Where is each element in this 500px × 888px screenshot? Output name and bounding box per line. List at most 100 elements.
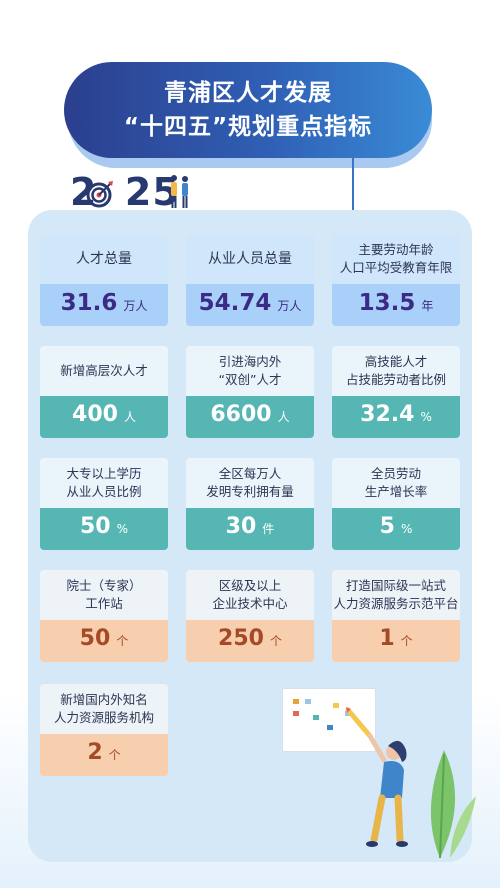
card-value: 5 <box>379 514 395 539</box>
card-label-line: 人才总量 <box>76 251 132 267</box>
card-label: 高技能人才占技能劳动者比例 <box>332 346 460 396</box>
indicator-card: 新增高层次人才 400 人 <box>40 346 168 438</box>
indicator-card: 引进海内外 “双创”人才 6600 人 <box>186 346 314 438</box>
people-icon <box>171 175 188 208</box>
card-unit: 万人 <box>123 299 148 313</box>
card-value-band: 50 个 <box>40 620 168 662</box>
leaf-plant-icon <box>430 750 476 859</box>
card-value: 32.4 <box>360 402 415 427</box>
card-label: 从业人员总量 <box>186 234 314 284</box>
card-value: 31.6 <box>60 290 118 316</box>
card-label: 主要劳动年龄人口平均受教育年限 <box>332 234 460 284</box>
woman-painting-icon <box>345 707 408 847</box>
card-value: 250 <box>218 626 264 651</box>
card-label-line: 打造国际级一站式 <box>345 578 446 593</box>
card-label-line: 企业技术中心 <box>212 596 288 611</box>
card-unit: % <box>116 522 129 536</box>
card-label-line: 人力资源服务示范平台 <box>333 596 459 611</box>
card-label: 大专以上学历 从业人员比例 <box>40 458 168 508</box>
card-unit: 件 <box>262 522 275 536</box>
card-label-line: 新增高层次人才 <box>60 363 148 378</box>
sticky-note <box>313 715 319 720</box>
indicator-card: 区级及以上企业技术中心 250 个 <box>186 570 314 662</box>
card-value: 400 <box>72 402 118 427</box>
card-value-band: 5% <box>332 508 460 550</box>
card-label: 打造国际级一站式 人力资源服务示范平台 <box>332 570 460 620</box>
card-unit: 人 <box>123 410 136 424</box>
sticky-note <box>305 699 311 704</box>
card-label: 人才总量 <box>40 234 168 284</box>
card-unit: 个 <box>269 634 282 648</box>
card-unit: 人 <box>277 410 290 424</box>
card-label-line: 全员劳动 <box>370 466 421 481</box>
card-value: 13.5 <box>358 290 416 316</box>
card-label-line: 引进海内外 <box>218 354 282 369</box>
indicator-card: 大专以上学历 从业人员比例 50% <box>40 458 168 550</box>
card-value: 30 <box>225 514 257 539</box>
card-value-band: 250 个 <box>186 620 314 662</box>
card-value-band: 50% <box>40 508 168 550</box>
indicator-card: 人才总量 31.6 万人 <box>40 234 168 326</box>
card-label-line: 高技能人才 <box>364 354 428 369</box>
indicator-card: 院士（专家） 工作站 50 个 <box>40 570 168 662</box>
sticky-note <box>293 699 299 704</box>
card-value-band: 6600 人 <box>186 396 314 438</box>
card-label-line: 大专以上学历 <box>66 466 142 481</box>
title-banner: 青浦区人才发展 “十四五”规划重点指标 <box>64 62 432 158</box>
card-value-band: 54.74 万人 <box>186 284 314 326</box>
card-label: 全员劳动 生产增长率 <box>332 458 460 508</box>
card-value: 50 <box>79 514 111 539</box>
card-unit: % <box>400 522 413 536</box>
title-line-2: “十四五”规划重点指标 <box>123 114 373 140</box>
indicator-card: 全区每万人发明专利拥有量 30 件 <box>186 458 314 550</box>
card-value: 1 <box>379 626 395 651</box>
card-unit: 个 <box>400 634 413 648</box>
card-value-band: 31.6 万人 <box>40 284 168 326</box>
card-value: 54.74 <box>198 290 272 316</box>
card-unit: 万人 <box>277 299 302 313</box>
card-label-line: 从业人员总量 <box>208 251 292 267</box>
target-icon <box>86 181 113 208</box>
sticky-note <box>293 711 299 716</box>
sticky-note <box>333 703 339 708</box>
card-label-line: 主要劳动年龄 <box>358 242 434 257</box>
card-label-line: 人力资源服务机构 <box>53 710 154 725</box>
title-line-1: 青浦区人才发展 <box>164 80 332 106</box>
card-label: 院士（专家） 工作站 <box>40 570 168 620</box>
title-stem <box>352 150 354 212</box>
card-label: 区级及以上企业技术中心 <box>186 570 314 620</box>
card-label-line: 发明专利拥有量 <box>206 484 294 499</box>
indicator-card: 高技能人才占技能劳动者比例 32.4% <box>332 346 460 438</box>
card-unit: 个 <box>116 634 129 648</box>
card-value-band: 13.5 年 <box>332 284 460 326</box>
card-label-line: 工作站 <box>85 596 123 611</box>
card-unit: % <box>420 410 432 424</box>
card-label-line: 全区每万人 <box>218 466 282 481</box>
whiteboard <box>282 688 376 752</box>
card-value-band: 400 人 <box>40 396 168 438</box>
year-digit: 2 <box>124 170 153 214</box>
card-value: 2 <box>87 740 103 765</box>
card-label-line: 区级及以上 <box>218 578 282 593</box>
card-value-band: 30 件 <box>186 508 314 550</box>
indicator-card: 主要劳动年龄人口平均受教育年限 13.5 年 <box>332 234 460 326</box>
card-label-line: “双创”人才 <box>218 372 282 387</box>
card-label-line: 占技能劳动者比例 <box>345 372 446 387</box>
card-label-line: 新增国内外知名 <box>60 692 148 707</box>
indicator-card: 全员劳动 生产增长率 5% <box>332 458 460 550</box>
card-label-line: 院士（专家） <box>66 578 142 593</box>
card-label: 新增高层次人才 <box>40 346 168 396</box>
card-label-line: 从业人员比例 <box>66 484 142 499</box>
card-unit: 个 <box>108 748 121 762</box>
card-value: 50 <box>79 626 111 651</box>
card-label: 新增国内外知名 人力资源服务机构 <box>40 684 168 734</box>
card-value: 6600 <box>210 402 272 427</box>
sticky-note <box>327 725 333 730</box>
card-label-line: 人口平均受教育年限 <box>339 260 453 275</box>
card-label: 引进海内外 “双创”人才 <box>186 346 314 396</box>
card-label: 全区每万人发明专利拥有量 <box>186 458 314 508</box>
